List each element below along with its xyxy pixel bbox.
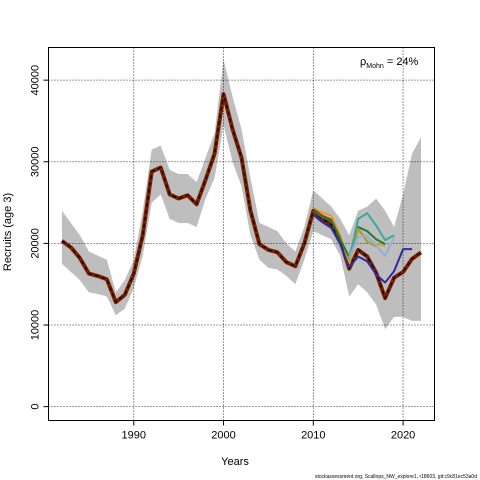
mohn-rho-value: = 24%: [384, 56, 419, 68]
axis-layer: 1990 2000 2010 2020 0 10000 20000 30000 40000: [30, 65, 416, 442]
y-tick-label-10000: 10000: [30, 310, 42, 341]
x-tick-label-2020: 2020: [391, 430, 415, 442]
mohn-rho-annotation: ρMohn = 24%: [360, 56, 419, 70]
mohn-rho-symbol: ρ: [360, 56, 366, 68]
series-layer: [60, 92, 423, 305]
mohn-rho-subscript: Mohn: [366, 63, 384, 70]
x-tick-label-1990: 1990: [122, 430, 146, 442]
retro-series-line-7: [348, 235, 395, 259]
confidence-band-layer: [61, 59, 422, 330]
confidence-band: [61, 59, 422, 330]
plot-frame: [48, 47, 435, 421]
x-axis-title: Years: [221, 456, 249, 468]
footer-note: stockassessment.org, Scallops_NW_explore…: [315, 474, 477, 480]
retro-series-line-4: [312, 214, 413, 284]
y-tick-label-20000: 20000: [30, 228, 42, 259]
x-tick-label-2010: 2010: [301, 430, 325, 442]
y-axis-title: Recruits (age 3): [2, 193, 14, 271]
base-series-line: [61, 93, 422, 303]
retro-series-line-6: [348, 212, 395, 260]
y-tick-label-40000: 40000: [30, 65, 42, 96]
y-tick-label-30000: 30000: [30, 146, 42, 177]
y-tick-label-0: 0: [30, 404, 42, 410]
x-tick-label-2000: 2000: [211, 430, 235, 442]
